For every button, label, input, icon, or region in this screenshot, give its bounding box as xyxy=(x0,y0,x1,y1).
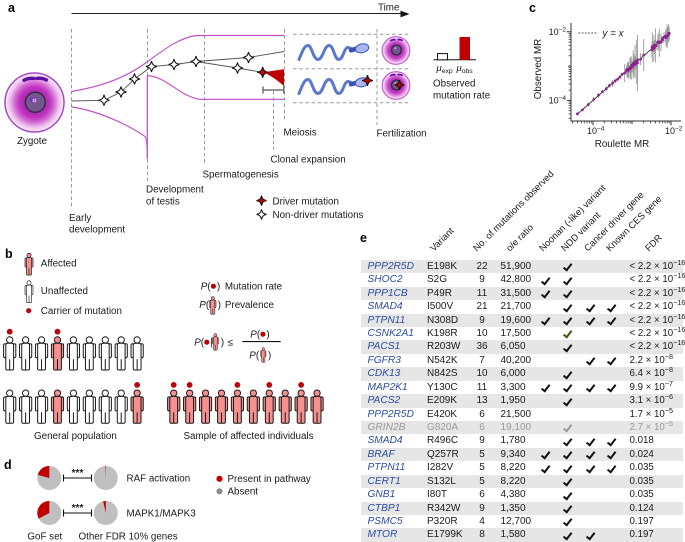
svg-text:10−2: 10−2 xyxy=(549,27,567,38)
svg-text:|: | xyxy=(210,337,213,348)
svg-text:Zygote: Zygote xyxy=(17,136,48,147)
svg-text:Time: Time xyxy=(378,3,400,14)
svg-text:Non-driver mutations: Non-driver mutations xyxy=(273,210,364,221)
svg-text:): ) xyxy=(218,300,221,311)
svg-text:P(: P( xyxy=(194,337,205,348)
svg-text:Driver mutation: Driver mutation xyxy=(273,196,339,207)
svg-text:Prevalence: Prevalence xyxy=(225,300,275,311)
svg-text:***: *** xyxy=(72,468,84,479)
svg-text:): ) xyxy=(217,281,220,292)
svg-text:Early: Early xyxy=(69,213,91,224)
svg-text:Mutation rate: Mutation rate xyxy=(225,281,283,292)
svg-text:Unaffected: Unaffected xyxy=(41,286,88,297)
svg-text:10−4: 10−4 xyxy=(549,95,567,106)
svg-text:Sample of affected individuals: Sample of affected individuals xyxy=(184,431,314,442)
svg-text:Present in pathway: Present in pathway xyxy=(228,474,311,485)
svg-text:Roulette MR: Roulette MR xyxy=(595,139,649,150)
svg-text:10−2: 10−2 xyxy=(665,125,683,136)
svg-text:): ) xyxy=(268,351,271,362)
svg-text:Carrier of mutation: Carrier of mutation xyxy=(41,306,122,317)
svg-text:development: development xyxy=(69,225,125,236)
svg-text:GoF set: GoF set xyxy=(27,532,62,542)
svg-text:Fertilization: Fertilization xyxy=(377,129,427,140)
svg-text:P(: P( xyxy=(201,281,212,292)
svg-text:Meiosis: Meiosis xyxy=(284,128,317,139)
svg-text:MAPK1/MAPK3: MAPK1/MAPK3 xyxy=(127,508,197,519)
svg-text:P(: P( xyxy=(249,351,260,362)
svg-text:Other FDR 10% genes: Other FDR 10% genes xyxy=(79,532,178,542)
svg-text:Spermatogenesis: Spermatogenesis xyxy=(203,170,279,181)
svg-text:Observed: Observed xyxy=(433,79,475,90)
svg-text:μobs: μobs xyxy=(456,63,474,75)
svg-text:Observed MR: Observed MR xyxy=(533,39,544,99)
svg-text:P(: P( xyxy=(250,329,261,340)
svg-text:): ) xyxy=(221,337,224,348)
svg-text:y = x: y = x xyxy=(602,29,625,40)
svg-text:μexp: μexp xyxy=(436,63,453,75)
svg-text:General population: General population xyxy=(34,431,117,442)
svg-text:Clonal expansion: Clonal expansion xyxy=(271,155,346,166)
svg-text:≤: ≤ xyxy=(228,337,234,348)
svg-text:10−4: 10−4 xyxy=(587,125,605,136)
svg-text:Affected: Affected xyxy=(41,259,77,270)
svg-text:RAF activation: RAF activation xyxy=(127,473,191,484)
svg-text:Absent: Absent xyxy=(228,487,259,498)
svg-text:P(: P( xyxy=(199,300,210,311)
svg-text:mutation rate: mutation rate xyxy=(433,91,491,102)
svg-text:of testis: of testis xyxy=(146,196,180,207)
svg-text:***: *** xyxy=(72,503,84,514)
svg-text:): ) xyxy=(266,329,269,340)
svg-text:Development: Development xyxy=(146,185,204,196)
